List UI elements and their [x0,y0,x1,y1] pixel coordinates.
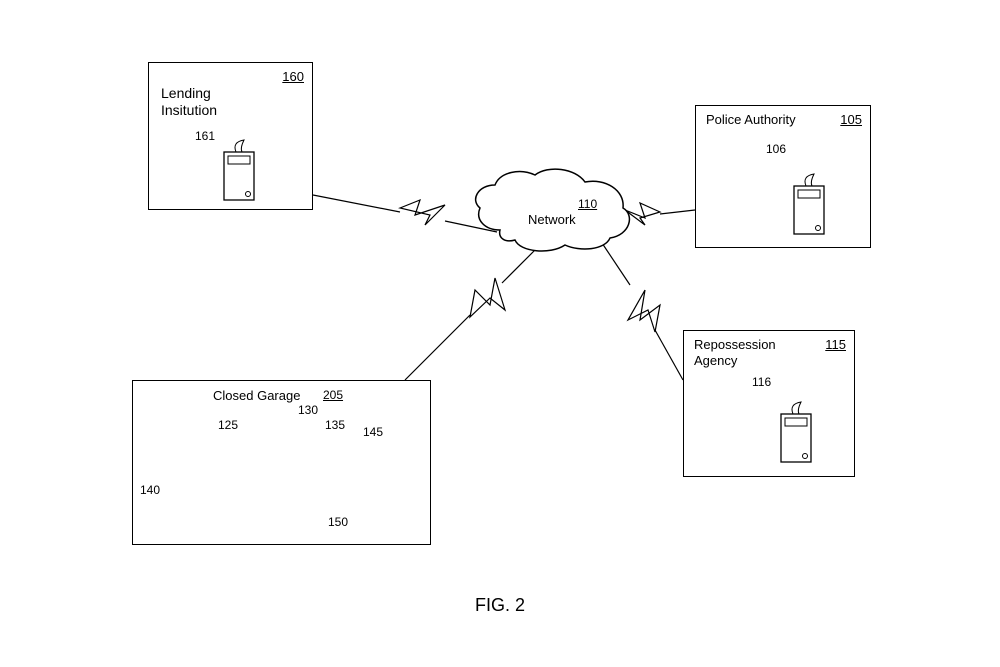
police-label: Police Authority [706,112,796,128]
police-ref: 105 [840,112,862,127]
network-label: Network [528,212,576,228]
police-box: 105 Police Authority 106 [695,105,871,248]
callout-130: 130 [298,403,318,417]
callout-140: 140 [140,483,160,497]
repo-label: Repossession Agency [694,337,776,368]
lending-server-ref: 161 [195,129,215,143]
network-cloud [476,169,630,251]
repo-server-icon [779,400,819,466]
repo-box: 115 Repossession Agency 116 [683,330,855,477]
connections [313,195,695,380]
callout-135: 135 [325,418,345,432]
police-server-ref: 106 [766,142,786,156]
network-ref: 110 [578,197,597,211]
police-server-icon [792,172,832,238]
lending-ref: 160 [282,69,304,84]
callout-150: 150 [328,515,348,529]
garage-label: Closed Garage [213,388,300,404]
lending-label: Lending Insitution [161,85,217,119]
garage-box: Closed Garage 205 [132,380,431,545]
repo-ref: 115 [825,337,846,352]
callout-145: 145 [363,425,383,439]
figure-label: FIG. 2 [0,595,1000,616]
garage-ref: 205 [323,388,343,402]
repo-server-ref: 116 [752,375,771,389]
callout-125: 125 [218,418,238,432]
lending-server-icon [222,138,262,204]
